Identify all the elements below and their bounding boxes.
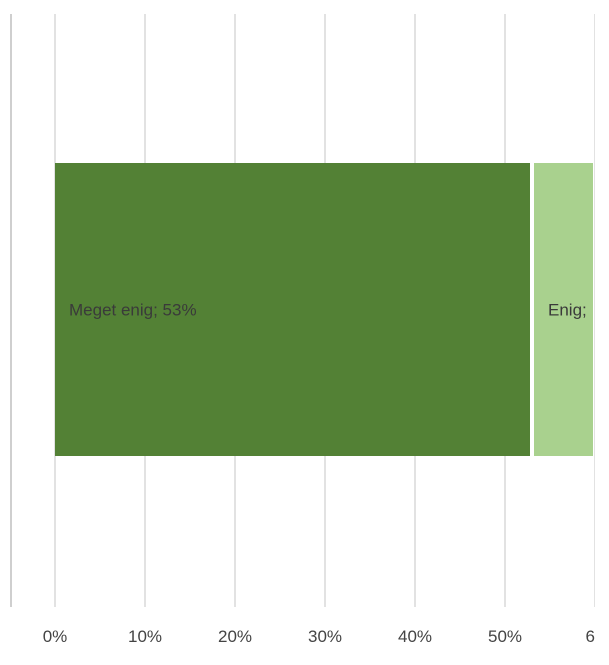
bars bbox=[55, 163, 593, 456]
bar-segment-enig bbox=[534, 163, 593, 456]
data-label-enig: Enig; bbox=[548, 301, 587, 320]
bar-labels: Meget enig; 53% Enig; bbox=[69, 301, 587, 320]
x-tick-label-2: 20% bbox=[218, 627, 252, 646]
bar-segment-meget-enig bbox=[55, 163, 530, 456]
x-axis-tick-labels: 0% 10% 20% 30% 40% 50% 60 bbox=[43, 627, 605, 646]
data-label-meget-enig: Meget enig; 53% bbox=[69, 301, 197, 320]
x-tick-label-4: 40% bbox=[398, 627, 432, 646]
x-tick-label-6: 60 bbox=[586, 627, 605, 646]
x-tick-label-1: 10% bbox=[128, 627, 162, 646]
x-tick-label-5: 50% bbox=[488, 627, 522, 646]
x-tick-label-0: 0% bbox=[43, 627, 68, 646]
x-tick-label-3: 30% bbox=[308, 627, 342, 646]
